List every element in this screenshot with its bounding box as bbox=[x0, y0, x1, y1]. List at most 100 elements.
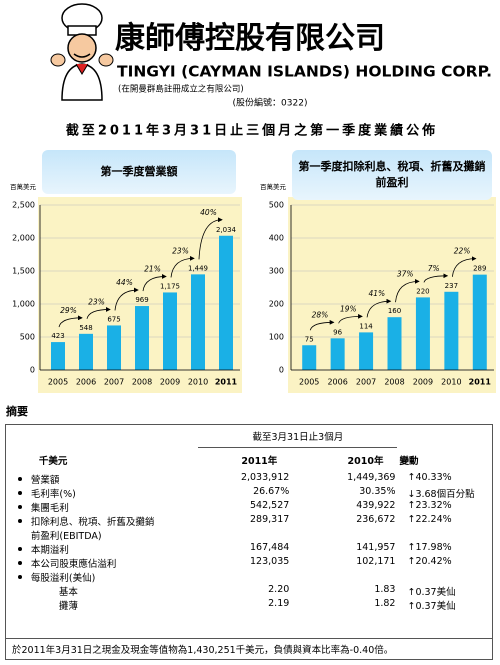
y-tick-label: 300 bbox=[269, 267, 284, 276]
growth-arrow bbox=[395, 279, 420, 303]
cell: 每股溢利(美仙) bbox=[30, 573, 96, 584]
value-label: 220 bbox=[416, 287, 429, 295]
growth-arrow bbox=[58, 315, 83, 328]
table-row: 基本 2.20 1.83 ↑0.37美仙 bbox=[10, 584, 488, 598]
table-row: 本公司股東應佔溢利 123,035 102,171 ↑20.42% bbox=[10, 556, 488, 570]
cell: 攤薄 bbox=[58, 601, 78, 612]
bullet bbox=[18, 561, 22, 565]
bullet bbox=[18, 519, 22, 523]
y-tick-label: 500 bbox=[20, 333, 35, 342]
x-tick-label: 2008 bbox=[384, 378, 404, 387]
bullet bbox=[18, 491, 22, 495]
bullet bbox=[18, 505, 22, 509]
y-tick-label: 400 bbox=[269, 234, 284, 243]
cell: 439,922 bbox=[356, 500, 396, 511]
footnote: 於2011年3月31日之現金及現金等值物為1,430,251千美元，負債與資本比… bbox=[6, 638, 492, 659]
x-tick-label: 2010 bbox=[188, 378, 208, 387]
bullet-cell bbox=[10, 598, 29, 612]
bar bbox=[163, 292, 177, 370]
bar bbox=[387, 317, 402, 370]
growth-arrow bbox=[366, 298, 392, 318]
x-tick-label: 2006 bbox=[76, 378, 96, 387]
value-label: 289 bbox=[473, 265, 486, 273]
growth-arrow bbox=[338, 313, 363, 324]
cell bbox=[10, 429, 29, 448]
bullet-cell bbox=[10, 584, 29, 598]
growth-label: 23% bbox=[172, 246, 189, 255]
cell: 營業額 bbox=[30, 475, 60, 486]
growth-arrow bbox=[451, 256, 477, 277]
stock-code: (股份編號：0322) bbox=[233, 97, 308, 109]
value-label: 423 bbox=[51, 332, 64, 340]
cell: 本公司股東應佔溢利 bbox=[30, 559, 117, 570]
value-label: 1,449 bbox=[188, 264, 208, 272]
cell: 基本 bbox=[58, 587, 78, 598]
cell: 1.82 bbox=[374, 598, 396, 609]
growth-label: 41% bbox=[368, 289, 385, 298]
table-row: 毛利率(%) 26.67% 30.35% ↓3.68個百分點 bbox=[10, 486, 488, 500]
y-tick-label: 1,000 bbox=[12, 300, 35, 309]
cell: ↑0.37美仙 bbox=[407, 601, 456, 612]
chef-logo bbox=[50, 3, 114, 101]
chart-title: 第一季度扣除利息、稅項、折舊及攤銷前盈利 bbox=[292, 150, 492, 200]
x-tick-label: 2005 bbox=[48, 378, 68, 387]
bar bbox=[302, 345, 317, 370]
growth-arrow bbox=[170, 255, 195, 278]
cell: 1.83 bbox=[374, 584, 396, 595]
growth-label: 22% bbox=[454, 247, 471, 256]
x-tick-label: 2011 bbox=[469, 378, 492, 387]
growth-arrow bbox=[423, 273, 449, 283]
bullet-cell bbox=[10, 486, 29, 500]
summary-heading: 摘要 bbox=[6, 405, 28, 418]
summary-table: 截至3月31日止3個月 千美元 2011年 2010年 變動 營業額 2,033,912 1,… bbox=[5, 424, 493, 660]
value-label: 675 bbox=[107, 315, 120, 323]
value-label: 2,034 bbox=[216, 226, 237, 234]
cell: 141,957 bbox=[356, 542, 396, 553]
cell: 542,527 bbox=[250, 500, 290, 511]
value-label: 160 bbox=[388, 307, 401, 315]
x-tick-label: 2011 bbox=[215, 378, 238, 387]
company-name-en: TINGYI (CAYMAN ISLANDS) HOLDING CORP. bbox=[117, 63, 492, 81]
y-axis-unit: 百萬美元 bbox=[260, 182, 287, 191]
header-row: 千美元 2011年 2010年 變動 bbox=[10, 448, 488, 473]
x-tick-label: 2009 bbox=[160, 378, 180, 387]
company-name-cn: 康師傅控股有限公司 bbox=[115, 21, 385, 56]
x-tick-label: 2005 bbox=[299, 378, 319, 387]
x-tick-label: 2009 bbox=[413, 378, 433, 387]
table-row: 集團毛利 542,527 439,922 ↑23.32% bbox=[10, 500, 488, 514]
bullet-cell bbox=[10, 570, 29, 584]
cell: ↑23.32% bbox=[407, 500, 452, 511]
header-row: 截至3月31日止3個月 bbox=[10, 429, 488, 448]
value-label: 114 bbox=[359, 322, 373, 330]
x-tick-label: 2007 bbox=[356, 378, 376, 387]
growth-arrow bbox=[142, 274, 167, 292]
value-label: 548 bbox=[79, 324, 92, 332]
cell: 30.35% bbox=[359, 486, 396, 497]
x-tick-label: 2007 bbox=[104, 378, 124, 387]
growth-arrow bbox=[114, 287, 139, 311]
cell: 102,171 bbox=[356, 556, 396, 567]
bullet bbox=[18, 575, 22, 579]
y-tick-label: 2,000 bbox=[12, 234, 35, 243]
growth-label: 40% bbox=[200, 208, 217, 217]
bullet-cell bbox=[10, 542, 29, 556]
bullet bbox=[18, 477, 22, 481]
chart-title: 第一季度營業額 bbox=[42, 150, 236, 194]
growth-label: 21% bbox=[144, 264, 161, 273]
cell: 毛利率(%) bbox=[30, 489, 76, 500]
table-row: 營業額 2,033,912 1,449,369 ↑40.33% bbox=[10, 472, 488, 486]
cell: ↓3.68個百分點 bbox=[407, 489, 475, 500]
table-row: 本期溢利 167,484 141,957 ↑17.98% bbox=[10, 542, 488, 556]
bar bbox=[359, 332, 374, 370]
cell: ↑40.33% bbox=[407, 472, 452, 483]
headline: 截至2011年3月31日止三個月之第一季度業績公佈 bbox=[66, 123, 438, 139]
growth-label: 23% bbox=[88, 297, 105, 306]
table-row: 每股溢利(美仙) bbox=[10, 570, 488, 584]
growth-arrow bbox=[309, 319, 335, 331]
cell bbox=[29, 429, 198, 448]
table: 截至3月31日止3個月 千美元 2011年 2010年 變動 營業額 2,033,912 1,… bbox=[10, 429, 488, 612]
bar bbox=[79, 333, 93, 370]
cell: 167,484 bbox=[250, 542, 290, 553]
column-header: 變動 bbox=[399, 455, 419, 467]
cell: 26.67% bbox=[253, 486, 290, 497]
